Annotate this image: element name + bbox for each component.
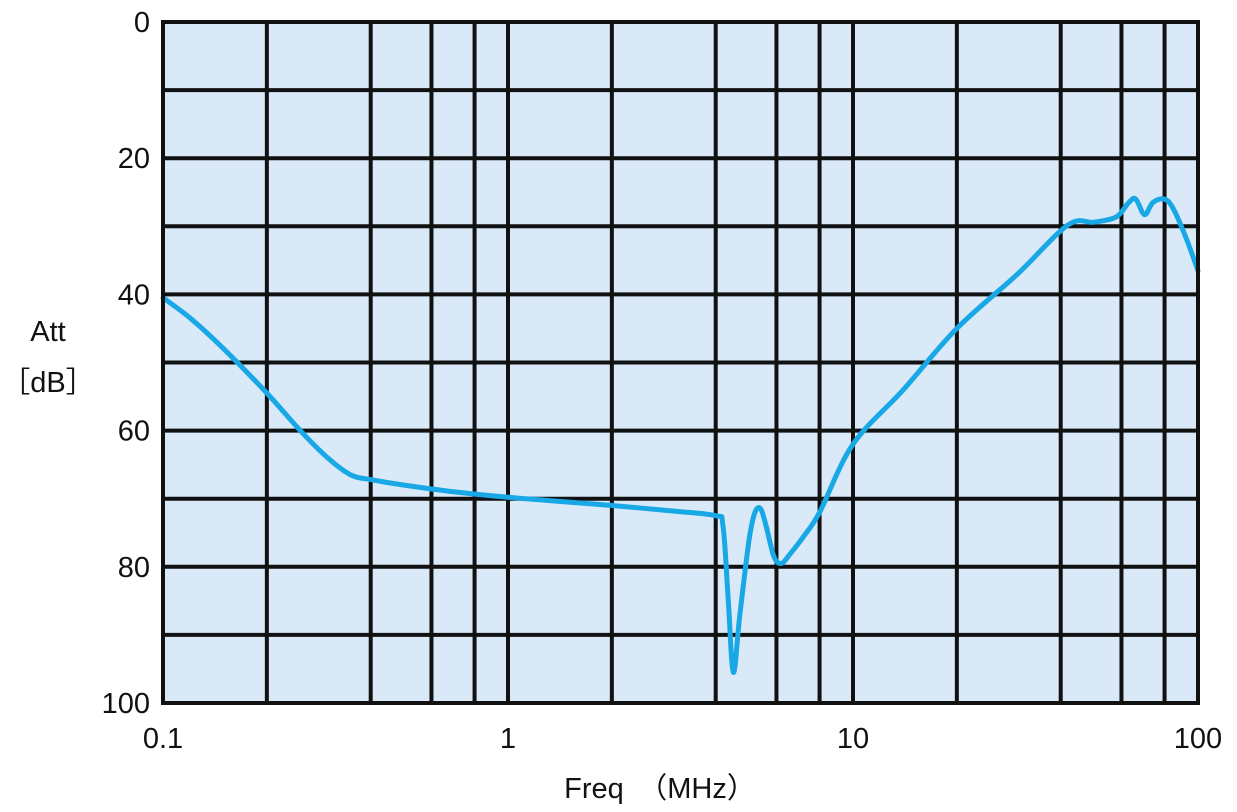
y-tick-label: 0: [134, 7, 150, 39]
grid: [163, 22, 1198, 703]
plot-frame: [161, 20, 1200, 705]
y-axis-label-line2: ［dB］: [1, 366, 94, 399]
y-tick-label: 100: [102, 688, 150, 720]
y-axis-label-line1: Att: [30, 316, 65, 348]
x-axis-label: Freq （MHz）: [564, 773, 756, 805]
series-layer: [160, 195, 1201, 675]
series-line: [160, 195, 1201, 675]
y-tick-label: 60: [118, 416, 150, 448]
y-tick-label: 20: [118, 143, 150, 175]
y-tick-label: 80: [118, 552, 150, 584]
x-tick-label: 100: [1174, 723, 1222, 755]
x-tick-label: 1: [500, 723, 516, 755]
x-tick-label: 0.1: [143, 723, 183, 755]
y-tick-label: 40: [118, 279, 150, 311]
x-tick-label: 10: [837, 723, 869, 755]
